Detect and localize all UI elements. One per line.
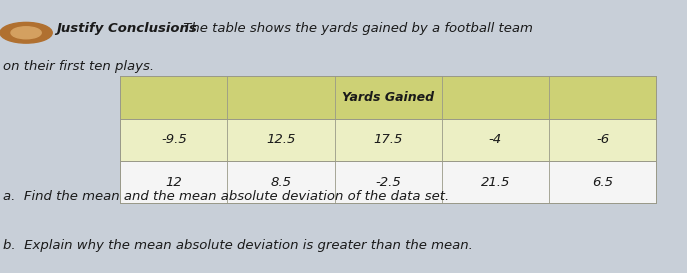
Text: 8.5: 8.5 — [271, 176, 291, 189]
Text: 17.5: 17.5 — [374, 133, 403, 146]
Circle shape — [11, 27, 41, 39]
Text: 12.5: 12.5 — [267, 133, 295, 146]
Bar — [120, 76, 656, 119]
Text: b.  Explain why the mean absolute deviation is greater than the mean.: b. Explain why the mean absolute deviati… — [3, 239, 473, 252]
Text: The table shows the yards gained by a football team: The table shows the yards gained by a fo… — [179, 22, 532, 35]
Text: 12: 12 — [166, 176, 182, 189]
Text: Yards Gained: Yards Gained — [342, 91, 434, 104]
Text: 21.5: 21.5 — [481, 176, 510, 189]
Text: on their first ten plays.: on their first ten plays. — [3, 60, 155, 73]
Bar — [120, 161, 656, 203]
Text: 6.5: 6.5 — [592, 176, 613, 189]
Text: -9.5: -9.5 — [161, 133, 187, 146]
Text: -6: -6 — [596, 133, 609, 146]
Text: a.  Find the mean and the mean absolute deviation of the data set.: a. Find the mean and the mean absolute d… — [3, 190, 450, 203]
Bar — [120, 119, 656, 161]
Text: -4: -4 — [488, 133, 502, 146]
Circle shape — [0, 22, 52, 43]
Text: -2.5: -2.5 — [375, 176, 401, 189]
Text: Justify Conclusions: Justify Conclusions — [56, 22, 197, 35]
